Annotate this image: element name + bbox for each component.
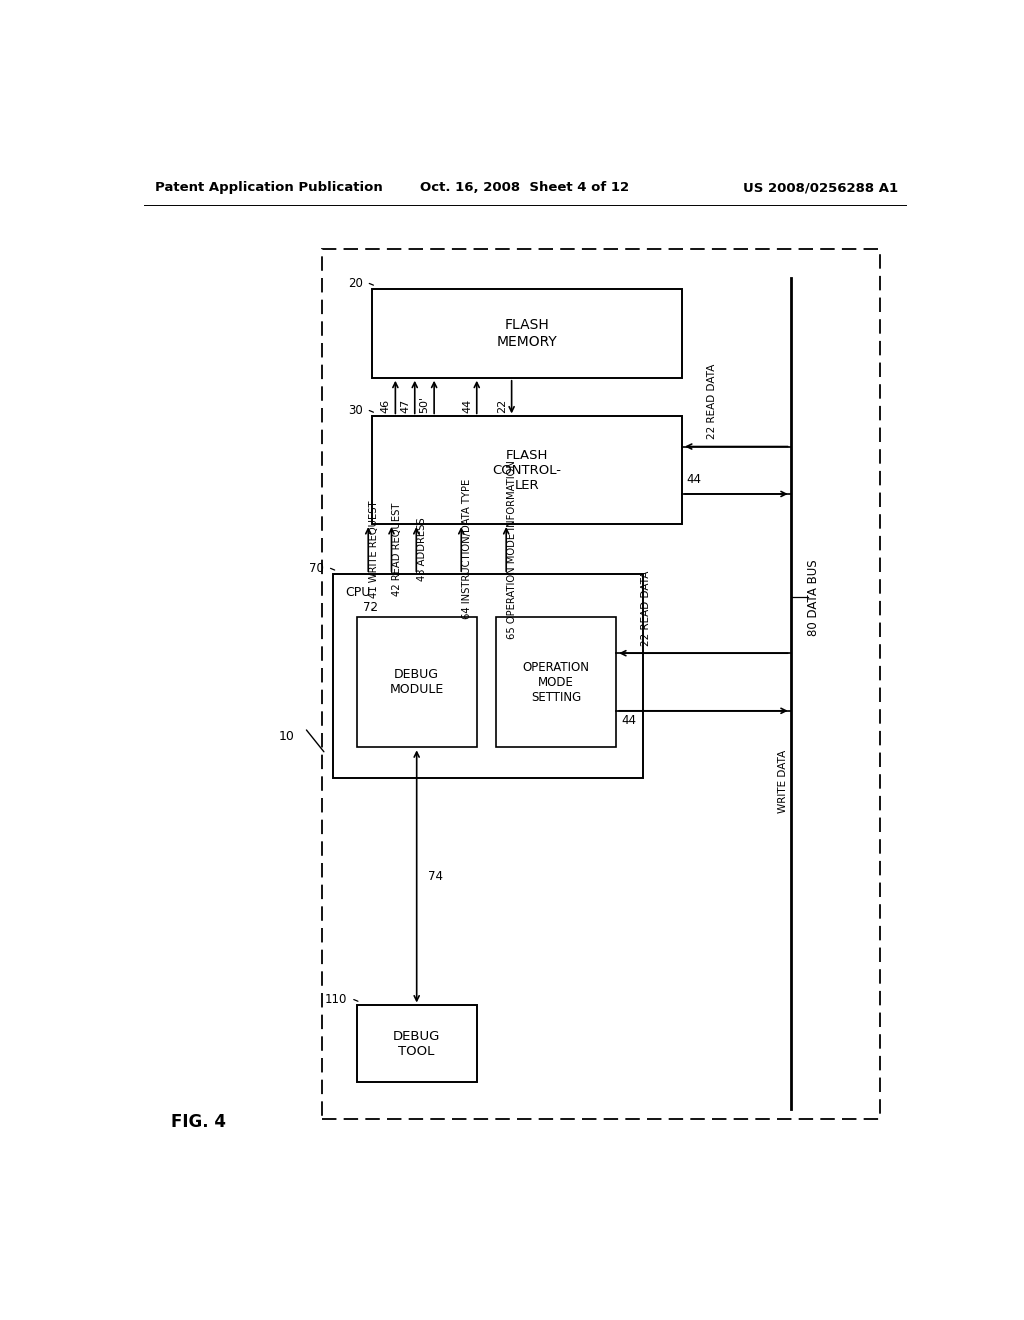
Text: 44: 44 bbox=[687, 474, 701, 486]
Bar bbox=[356, 616, 477, 747]
Text: 30: 30 bbox=[348, 404, 362, 417]
Text: 42 READ REQUEST: 42 READ REQUEST bbox=[392, 503, 402, 595]
Text: 20: 20 bbox=[348, 277, 362, 289]
Text: DEBUG
TOOL: DEBUG TOOL bbox=[393, 1030, 440, 1057]
Text: 44: 44 bbox=[621, 714, 636, 727]
Bar bbox=[496, 616, 616, 747]
Text: 50': 50' bbox=[420, 396, 429, 413]
Text: WRITE DATA: WRITE DATA bbox=[778, 750, 787, 813]
Text: 43 ADDRESS: 43 ADDRESS bbox=[417, 517, 427, 581]
Bar bbox=[334, 574, 643, 779]
Text: 10: 10 bbox=[279, 730, 295, 743]
Text: FLASH
MEMORY: FLASH MEMORY bbox=[497, 318, 557, 348]
Text: 65 OPERATION MODE INFORMATION: 65 OPERATION MODE INFORMATION bbox=[507, 459, 517, 639]
Text: 80 DATA BUS: 80 DATA BUS bbox=[807, 558, 820, 636]
Text: 64 INSTRUCTION/DATA TYPE: 64 INSTRUCTION/DATA TYPE bbox=[462, 479, 472, 619]
Text: 22 READ DATA: 22 READ DATA bbox=[707, 363, 717, 438]
Text: 46: 46 bbox=[381, 399, 391, 413]
Bar bbox=[372, 289, 682, 378]
Text: 70: 70 bbox=[309, 561, 324, 574]
Text: Oct. 16, 2008  Sheet 4 of 12: Oct. 16, 2008 Sheet 4 of 12 bbox=[420, 181, 630, 194]
Text: US 2008/0256288 A1: US 2008/0256288 A1 bbox=[743, 181, 898, 194]
Text: 41 WRITE REQUEST: 41 WRITE REQUEST bbox=[369, 500, 379, 598]
Text: 22 READ DATA: 22 READ DATA bbox=[641, 570, 650, 645]
Text: DEBUG
MODULE: DEBUG MODULE bbox=[389, 668, 443, 696]
Text: CPU: CPU bbox=[345, 586, 371, 599]
Text: 47: 47 bbox=[400, 399, 410, 413]
Text: Patent Application Publication: Patent Application Publication bbox=[155, 181, 383, 194]
Bar bbox=[356, 1006, 477, 1082]
Text: 110: 110 bbox=[325, 993, 347, 1006]
Text: FLASH
CONTROL-
LER: FLASH CONTROL- LER bbox=[493, 449, 561, 492]
Bar bbox=[322, 249, 880, 1119]
Bar bbox=[372, 416, 682, 524]
Text: 22: 22 bbox=[497, 399, 507, 413]
Text: 44: 44 bbox=[462, 399, 472, 413]
Text: FIG. 4: FIG. 4 bbox=[171, 1114, 225, 1131]
Text: 74: 74 bbox=[428, 870, 442, 883]
Text: OPERATION
MODE
SETTING: OPERATION MODE SETTING bbox=[522, 660, 590, 704]
Text: 72: 72 bbox=[362, 601, 378, 614]
